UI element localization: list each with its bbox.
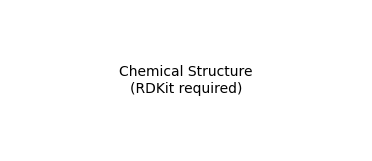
Text: Chemical Structure
(RDKit required): Chemical Structure (RDKit required) [119,65,253,96]
